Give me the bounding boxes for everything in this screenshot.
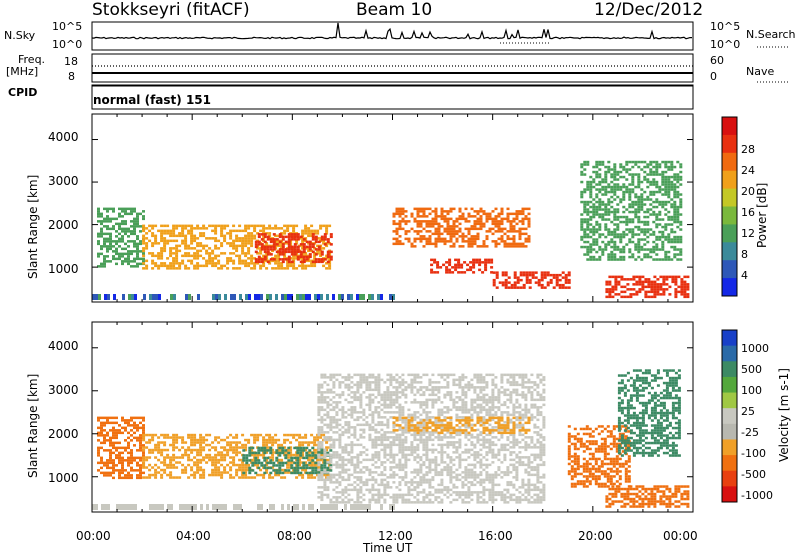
nave-label: Nave [746,66,774,78]
velocity-colorbar-segment [722,330,737,346]
nsky-strip-frame [92,22,693,50]
power-cb-tick-4: 4 [741,270,748,282]
power-colorbar-segment [722,153,737,171]
power-colorbar-segment [722,242,737,260]
velocity-colorbar-label: Velocity [m s-1] [778,368,791,462]
velocity-colorbar-segment [722,486,737,502]
power-colorbar-label: Power [dB] [756,183,769,248]
power-colorbar-segment [722,260,737,278]
freq-strip-frame [92,54,693,82]
nave-top-tick: 60 [710,55,724,67]
power-colorbar-segment [722,171,737,189]
velocity-cb-tick-m1000: -1000 [741,490,773,502]
freq-bottom-tick: 8 [68,71,75,83]
nave-bottom-tick: 0 [710,71,717,83]
power-colorbar-segment [722,189,737,207]
cpid-value: normal (fast) 151 [93,94,211,107]
velocity-colorbar-segment [722,408,737,424]
xtick-2: 08:00 [277,530,312,543]
cpid-label: CPID [8,87,37,99]
velocity-cb-tick-1000: 1000 [741,343,769,355]
velocity-ylabel: Slant Range [km] [27,374,40,478]
velocity-colorbar-segment [722,471,737,487]
velocity-colorbar-segment [722,393,737,409]
velocity-colorbar-segment [722,346,737,362]
nsky-trace [92,23,692,39]
nsky-bottom-tick: 10^0 [52,39,82,51]
power-cb-tick-16: 16 [741,207,755,219]
power-colorbar-segment [722,278,737,296]
velocity-cb-tick-500: 500 [741,364,762,376]
xlabel: Time UT [363,542,412,555]
power-ytick-1000: 1000 [48,263,79,276]
power-ytick-4000: 4000 [48,131,79,144]
velocity-colorbar-segment [722,455,737,471]
power-colorbar-segment [722,117,737,135]
velocity-cb-tick-m500: -500 [741,469,766,481]
velocity-colorbar-segment [722,377,737,393]
power-panel-frame [92,114,693,302]
freq-label-line2: [MHz] [6,66,38,78]
freq-top-tick: 18 [64,56,78,68]
velocity-ytick-3000: 3000 [48,384,79,397]
nsky-right-top-tick: 10^5 [710,21,740,33]
power-ytick-3000: 3000 [48,175,79,188]
velocity-colorbar-segment [722,424,737,440]
power-ylabel: Slant Range [km] [27,175,40,279]
power-cb-tick-20: 20 [741,186,755,198]
nsky-right-bottom-tick: 10^0 [710,39,740,51]
xtick-5: 20:00 [578,530,613,543]
velocity-cb-tick-m25: -25 [741,427,759,439]
velocity-colorbar-segment [722,439,737,455]
power-cb-tick-28: 28 [741,144,755,156]
power-cb-tick-24: 24 [741,165,755,177]
velocity-ytick-4000: 4000 [48,340,79,353]
velocity-ytick-2000: 2000 [48,428,79,441]
velocity-ytick-1000: 1000 [48,472,79,485]
xtick-0: 00:00 [76,530,111,543]
power-colorbar-segment [722,207,737,225]
power-ytick-2000: 2000 [48,219,79,232]
power-colorbar-segment [722,135,737,153]
velocity-cb-tick-100: 100 [741,385,762,397]
xtick-1: 04:00 [176,530,211,543]
velocity-cb-tick-m100: -100 [741,448,766,460]
velocity-colorbar-segment [722,361,737,377]
power-cb-tick-12: 12 [741,228,755,240]
nsearch-label: N.Search [746,29,796,41]
xtick-6: 00:00 [663,530,698,543]
velocity-cb-tick-25: 25 [741,406,755,418]
nsky-top-tick: 10^5 [52,21,82,33]
xtick-4: 16:00 [478,530,513,543]
power-cb-tick-8: 8 [741,249,748,261]
power-colorbar-segment [722,224,737,242]
nsky-label: N.Sky [4,30,35,42]
